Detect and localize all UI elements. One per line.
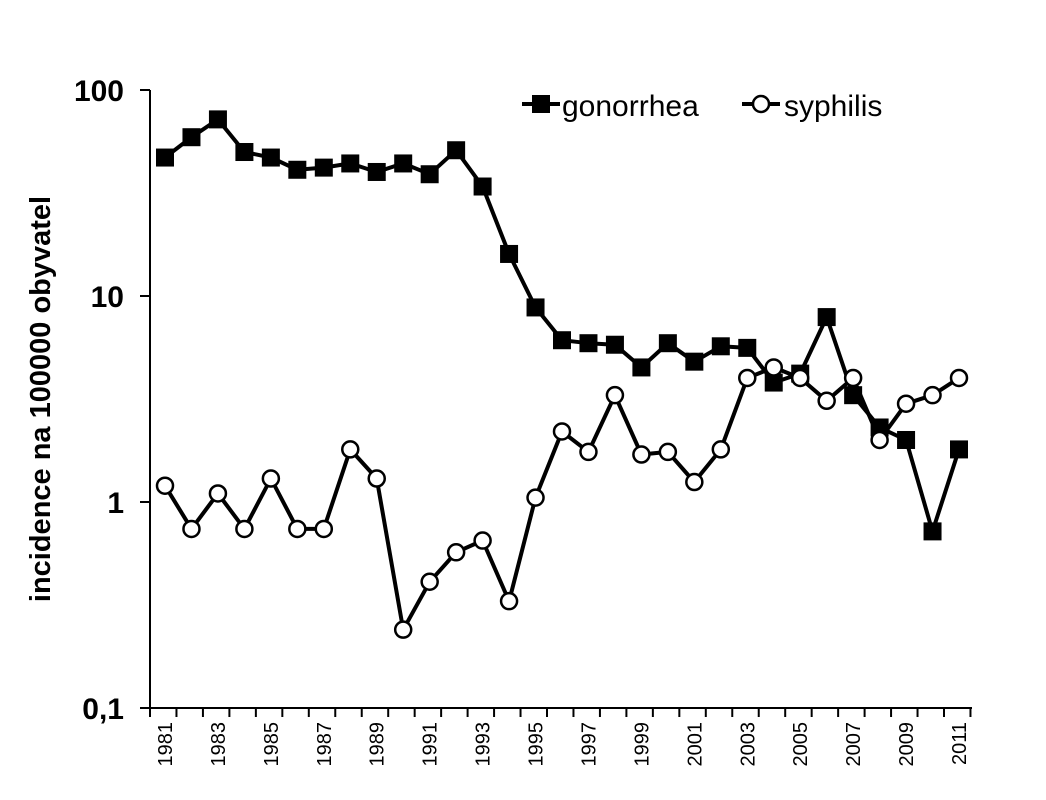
syphilis-point [235, 519, 254, 539]
x-tick-label: 2009 [896, 722, 918, 767]
syphilis-point [870, 430, 889, 450]
x-tick-label: 1987 [314, 722, 336, 767]
gonorrhea-point [526, 298, 545, 317]
syphilis-point [499, 591, 519, 611]
gonorrhea-point [208, 110, 227, 129]
syphilis-line [163, 365, 961, 632]
gonorrhea-point [711, 337, 730, 356]
legend-syphilis-marker [751, 94, 771, 114]
syphilis-point [182, 519, 201, 539]
gonorrhea-point [658, 334, 677, 353]
gonorrhea-point [632, 358, 651, 377]
x-tick-label: 2005 [790, 722, 812, 767]
syphilis-series [155, 358, 969, 639]
x-tick-label: 1991 [420, 722, 442, 767]
x-axis-ticks: 1981 1983 1985 1987 1989 1991 1993 1995 1997 1999… [149, 708, 972, 767]
x-tick-label: 1997 [578, 722, 600, 767]
legend-gonorrhea-label: gonorrhea [562, 90, 699, 123]
gonorrhea-point [685, 352, 704, 371]
syphilis-point [949, 368, 969, 388]
gonorrhea-point [764, 373, 783, 392]
x-tick-label: 1989 [367, 722, 389, 767]
gonorrhea-point [897, 430, 916, 449]
x-tick-label: 1995 [526, 722, 548, 767]
y-tick-label: 1 [107, 487, 124, 520]
x-tick-label: 1993 [473, 722, 495, 767]
syphilis-point [923, 385, 942, 405]
x-tick-label: 1983 [208, 722, 230, 767]
gonorrhea-point [738, 338, 757, 357]
syphilis-point [738, 368, 757, 388]
y-axis-title: incidence na 100000 obyvatel [25, 196, 57, 602]
syphilis-point [658, 442, 678, 462]
syphilis-point [685, 472, 704, 492]
x-tick-label: 2001 [684, 722, 706, 767]
syphilis-point [208, 484, 228, 503]
x-tick-label: 2003 [737, 722, 759, 767]
syphilis-point [367, 469, 386, 488]
syphilis-point [314, 519, 334, 539]
gonorrhea-point [235, 143, 254, 162]
syphilis-point [579, 442, 598, 462]
gonorrhea-point [473, 177, 492, 196]
gonorrhea-line [163, 117, 961, 534]
syphilis-point [288, 519, 307, 539]
legend-syphilis-label: syphilis [784, 90, 882, 123]
gonorrhea-point [341, 154, 360, 173]
legend-entry-syphilis: syphilis [742, 90, 882, 123]
x-tick-label: 2007 [843, 722, 865, 767]
syphilis-point [790, 368, 810, 388]
y-axis-ticks: 100 10 1 0,1 [74, 75, 150, 726]
gonorrhea-point [605, 335, 624, 354]
gonorrhea-point [394, 154, 413, 173]
syphilis-point [526, 488, 545, 507]
syphilis-point [632, 445, 651, 464]
gonorrhea-point [288, 160, 307, 179]
x-tick-label: 1981 [155, 722, 177, 767]
gonorrhea-point [923, 522, 942, 541]
gonorrhea-point [367, 162, 386, 181]
syphilis-point [711, 440, 731, 459]
syphilis-point [393, 620, 413, 639]
x-tick-label: 1985 [261, 722, 283, 767]
syphilis-point [473, 531, 492, 550]
y-tick-label: 100 [74, 75, 124, 108]
gonorrhea-point [950, 440, 968, 459]
syphilis-point [605, 385, 625, 405]
syphilis-point [552, 422, 572, 441]
x-tick-label: 2011 [949, 722, 971, 765]
syphilis-point [843, 368, 863, 388]
gonorrhea-series [156, 110, 968, 541]
y-tick-label: 0,1 [82, 693, 124, 726]
syphilis-point [764, 358, 783, 377]
syphilis-point [341, 440, 360, 459]
gonorrhea-point [553, 331, 571, 350]
legend-gonorrhea-marker [532, 95, 550, 113]
syphilis-point [446, 543, 466, 562]
syphilis-point [155, 476, 175, 495]
gonorrhea-point [182, 128, 201, 147]
gonorrhea-point [156, 148, 174, 167]
y-tick-label: 10 [91, 281, 124, 314]
gonorrhea-point [447, 141, 466, 160]
gonorrhea-point [500, 244, 519, 263]
legend: gonorrhea syphilis [522, 90, 882, 123]
syphilis-point [896, 394, 916, 413]
gonorrhea-point [314, 158, 333, 177]
syphilis-point [261, 469, 281, 488]
gonorrhea-point [579, 334, 598, 353]
gonorrhea-point [817, 308, 836, 327]
syphilis-point [817, 391, 836, 411]
x-tick-label: 1999 [631, 722, 653, 767]
gonorrhea-point [420, 165, 439, 184]
legend-entry-gonorrhea: gonorrhea [522, 90, 699, 123]
syphilis-point [420, 572, 439, 592]
gonorrhea-point [261, 148, 280, 167]
